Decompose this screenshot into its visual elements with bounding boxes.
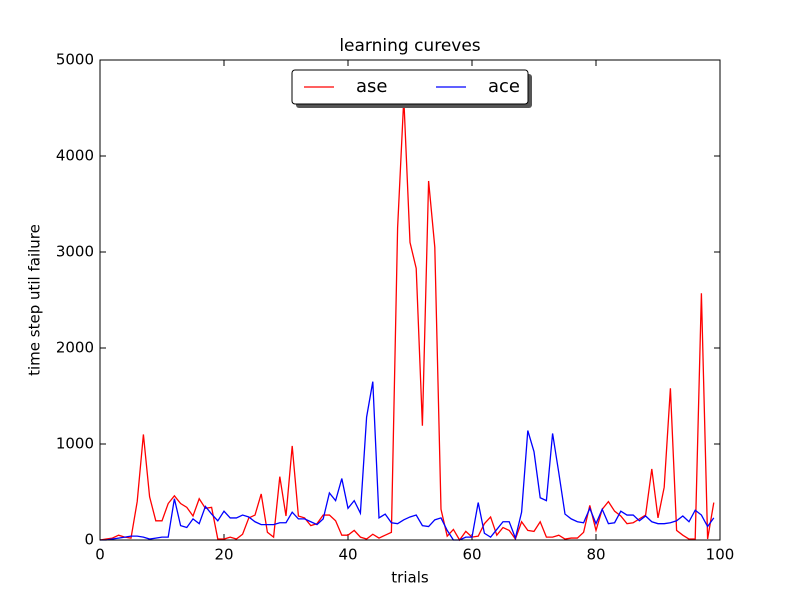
y-tick-label: 5000 [56, 51, 94, 69]
x-tick-label: 100 [706, 546, 735, 564]
y-tick-label: 4000 [56, 147, 94, 165]
x-tick-label: 40 [338, 546, 357, 564]
legend-label: ace [488, 76, 520, 97]
series-line [99, 98, 715, 542]
y-axis-label: time step util failure [26, 224, 44, 376]
legend-box [291, 69, 529, 105]
y-tick-label: 0 [84, 531, 94, 549]
x-axis-label: trials [391, 569, 429, 587]
chart-title: learning cureves [339, 36, 480, 56]
legend-label: ase [356, 76, 387, 97]
x-tick-label: 20 [214, 546, 233, 564]
y-tick-label: 1000 [56, 435, 94, 453]
x-tick-label: 60 [462, 546, 481, 564]
y-tick-label: 2000 [56, 339, 94, 357]
x-tick-label: 80 [586, 546, 605, 564]
y-tick-label: 3000 [56, 243, 94, 261]
series-line [100, 381, 715, 541]
x-tick-label: 0 [95, 546, 105, 564]
plot-frame [99, 59, 721, 541]
